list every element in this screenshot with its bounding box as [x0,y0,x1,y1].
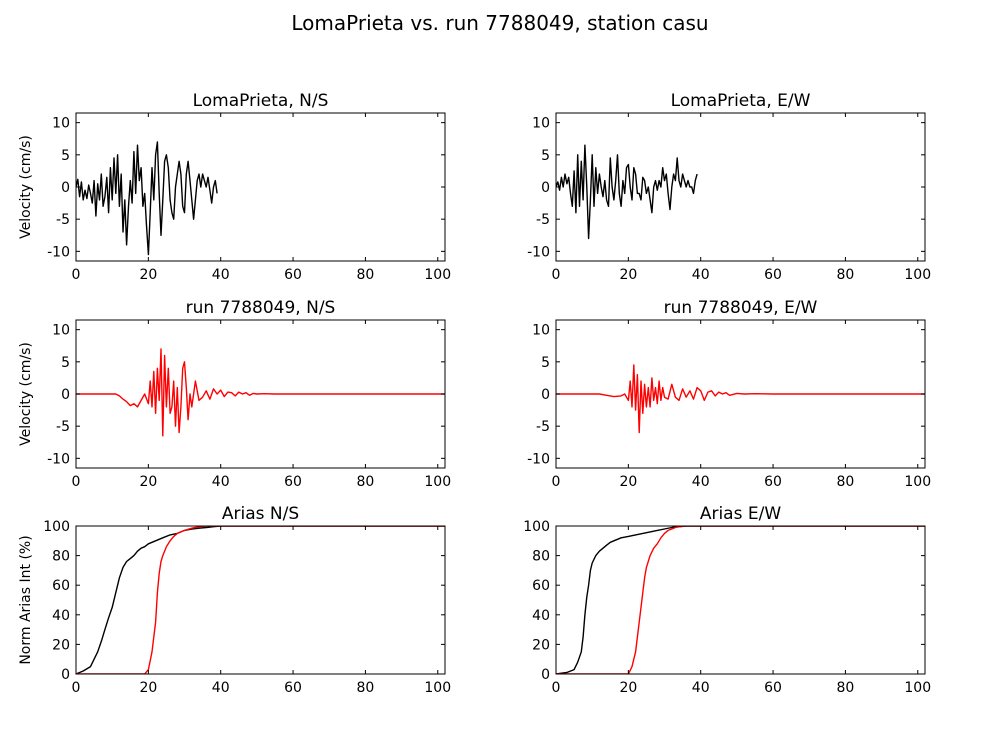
run-ns-ytick-label: -10 [47,451,70,467]
lp-ew-title: LomaPrieta, E/W [671,91,811,111]
run-ew-ytick-label: -10 [527,451,550,467]
lp-ns-xtick-label: 40 [212,267,230,283]
arias-ns-ytick-label: 0 [61,667,70,683]
run-ew-xtick-label: 60 [764,474,782,490]
run-ns-xtick-label: 0 [72,474,81,490]
arias-ew-series-1 [556,526,925,674]
arias-ew-series-0 [556,526,925,674]
arias-ns-ytick-label: 80 [52,549,70,565]
lp-ew-ytick-label: -5 [536,212,550,228]
lp-ns-ytick-label: -10 [47,244,70,260]
arias-ns-xtick-label: 40 [212,680,230,696]
run-ns-xtick-label: 80 [356,474,374,490]
lp-ew-xtick-label: 20 [619,267,637,283]
arias-ns-ytick-label: 20 [52,637,70,653]
run-ns-title: run 7788049, N/S [186,298,336,318]
panel-lp-ew: 0 20 40 60 80 100 -10 -5 0 5 10 LomaPrieta, E/W [527,91,931,283]
arias-ns-ylabel: Norm Arias Int (%) [18,535,34,664]
arias-ew-xtick-label: 0 [552,680,561,696]
run-ew-ytick-label: 10 [532,323,550,339]
run-ew-ytick-label: 0 [541,387,550,403]
run-ns-xtick-label: 40 [212,474,230,490]
run-ew-ytick-label: -5 [536,419,550,435]
lp-ns-ytick-label: 5 [61,148,70,164]
run-ns-xtick-label: 100 [424,474,451,490]
run-ns-xtick-label: 60 [284,474,302,490]
run-ew-xtick-label: 0 [552,474,561,490]
lp-ew-xtick-label: 100 [904,267,931,283]
arias-ns-xtick-label: 60 [284,680,302,696]
arias-ns-series-1 [76,526,445,674]
lp-ew-ytick-label: 5 [541,148,550,164]
panel-run-ns: 0 20 40 60 80 100 -10 -5 0 5 10 run 7788049, N/S Vel… [18,298,451,490]
panel-run-ew: 0 20 40 60 80 100 -10 -5 0 5 10 run 7788049, E/W [527,298,931,490]
lp-ns-series-0 [76,141,218,256]
lp-ns-xtick-label: 20 [139,267,157,283]
run-ns-xtick-label: 20 [139,474,157,490]
lp-ew-xtick-label: 60 [764,267,782,283]
panel-lp-ns: 0 20 40 60 80 100 -10 -5 0 5 10 LomaPrieta, N/S Velo… [18,91,451,283]
lp-ns-xtick-label: 100 [424,267,451,283]
run-ns-ytick-label: -5 [56,419,70,435]
arias-ns-xtick-label: 20 [139,680,157,696]
lp-ns-ytick-label: -5 [56,212,70,228]
arias-ew-ytick-label: 40 [532,608,550,624]
panel-arias-ew: 0 20 40 60 80 100 0 20 40 60 80 100 Arias E/W [523,504,931,696]
arias-ns-ytick-label: 100 [43,519,70,535]
run-ns-ytick-label: 10 [52,323,70,339]
lp-ew-series-0 [556,144,698,240]
arias-ns-title: Arias N/S [222,504,299,524]
arias-ns-axes-frame [75,525,446,675]
lp-ew-xtick-label: 40 [692,267,710,283]
run-ew-xtick-label: 40 [692,474,710,490]
arias-ns-ytick-label: 40 [52,608,70,624]
arias-ew-ytick-label: 100 [523,519,550,535]
lp-ns-ylabel: Velocity (cm/s) [18,135,34,239]
run-ew-xtick-label: 20 [619,474,637,490]
arias-ew-ytick-label: 0 [541,667,550,683]
arias-ew-xtick-label: 20 [619,680,637,696]
run-ew-title: run 7788049, E/W [664,298,818,318]
arias-ew-xtick-label: 80 [836,680,854,696]
arias-ew-ytick-label: 80 [532,549,550,565]
arias-ew-axes-frame [555,525,926,675]
panel-arias-ns: 0 20 40 60 80 100 0 20 40 60 80 100 Arias N/S Norm Ar… [18,504,451,696]
lp-ns-title: LomaPrieta, N/S [193,91,329,111]
arias-ns-ytick-label: 60 [52,578,70,594]
lp-ew-ytick-label: 10 [532,116,550,132]
run-ns-series-0 [76,348,445,437]
run-ns-ylabel: Velocity (cm/s) [18,342,34,446]
arias-ns-xtick-label: 100 [424,680,451,696]
lp-ew-xtick-label: 80 [836,267,854,283]
arias-ew-ytick-label: 20 [532,637,550,653]
figure-suptitle: LomaPrieta vs. run 7788049, station casu [291,11,708,35]
arias-ns-series-0 [76,526,445,674]
run-ns-ytick-label: 5 [61,355,70,371]
arias-ew-xtick-label: 60 [764,680,782,696]
run-ns-ytick-label: 0 [61,387,70,403]
lp-ns-xtick-label: 0 [72,267,81,283]
lp-ns-xtick-label: 80 [356,267,374,283]
lp-ew-xtick-label: 0 [552,267,561,283]
arias-ew-xtick-label: 40 [692,680,710,696]
arias-ew-title: Arias E/W [700,504,781,524]
lp-ns-ytick-label: 10 [52,116,70,132]
run-ew-series-0 [556,364,925,434]
run-ew-xtick-label: 100 [904,474,931,490]
run-ew-ytick-label: 5 [541,355,550,371]
lp-ew-axes-frame [555,112,926,262]
lp-ns-ytick-label: 0 [61,180,70,196]
arias-ew-ytick-label: 60 [532,578,550,594]
lp-ew-ytick-label: 0 [541,180,550,196]
arias-ew-xtick-label: 100 [904,680,931,696]
arias-ns-xtick-label: 0 [72,680,81,696]
arias-ns-xtick-label: 80 [356,680,374,696]
lp-ew-ytick-label: -10 [527,244,550,260]
run-ew-xtick-label: 80 [836,474,854,490]
lp-ns-xtick-label: 60 [284,267,302,283]
